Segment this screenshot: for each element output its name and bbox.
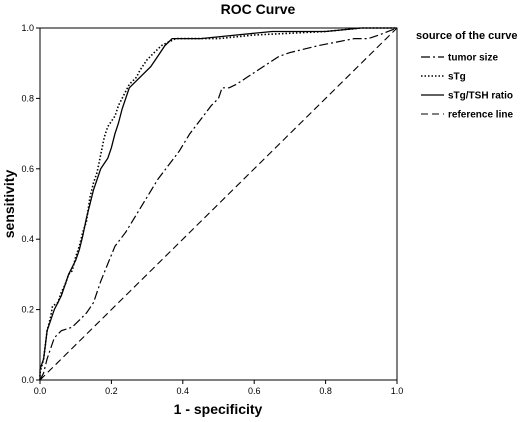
legend-label: sTg [448, 72, 466, 83]
x-tick-label: 0.8 [319, 386, 332, 396]
y-tick-label: 1.0 [21, 23, 34, 33]
legend-label: tumor size [448, 53, 498, 64]
series-line-stg-tsh-ratio [39, 27, 397, 380]
x-tick-label: 0.2 [105, 386, 118, 396]
y-tick-label: 0.8 [21, 93, 34, 103]
y-axis-label: sensitivity [1, 170, 17, 239]
legend-title: source of the curve [416, 30, 517, 42]
y-tick-label: 0.0 [21, 375, 34, 385]
x-tick-label: 0.6 [248, 386, 261, 396]
legend: source of the curve tumor size sTg sTg/TSH… [416, 30, 517, 121]
x-tick-label: 1.0 [391, 386, 404, 396]
x-axis-label: 1 - specificity [174, 401, 263, 417]
y-tick-label: 0.6 [21, 164, 34, 174]
x-tick-label: 0.4 [177, 386, 190, 396]
series-line-stg [39, 27, 397, 380]
legend-label: reference line [448, 110, 513, 121]
axis-ticks: 0.0 0.2 0.4 0.6 0.8 1.0 0.0 0.2 0.4 0.6 0.8 1.0 [21, 23, 403, 396]
plot-frame [39, 27, 398, 381]
y-tick-label: 0.2 [21, 305, 34, 315]
x-tick-label: 0.0 [34, 386, 47, 396]
chart-title: ROC Curve [221, 1, 296, 17]
series-line-reference-line [39, 27, 398, 381]
y-tick-label: 0.4 [21, 234, 34, 244]
legend-label: sTg/TSH ratio [448, 91, 513, 102]
series-layer [39, 27, 398, 381]
series-line-tumor-size [39, 27, 398, 381]
